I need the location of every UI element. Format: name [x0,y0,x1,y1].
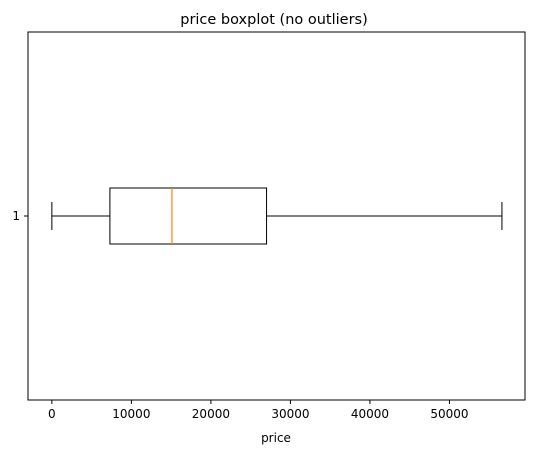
chart-title: price boxplot (no outliers) [180,12,368,28]
x-tick-label: 10000 [112,407,150,421]
x-tick-label: 50000 [430,407,468,421]
box-group [51,187,503,245]
y-axis-ticks: 1 [12,209,28,223]
y-tick-label: 1 [12,209,20,223]
x-tick-label: 0 [48,407,56,421]
x-axis-ticks: 0 10000 20000 30000 40000 50000 [48,400,469,421]
iqr-box [109,187,268,245]
x-tick-label: 40000 [351,407,389,421]
x-axis-label: price [261,431,291,445]
x-tick-label: 30000 [271,407,309,421]
x-tick-label: 20000 [192,407,230,421]
